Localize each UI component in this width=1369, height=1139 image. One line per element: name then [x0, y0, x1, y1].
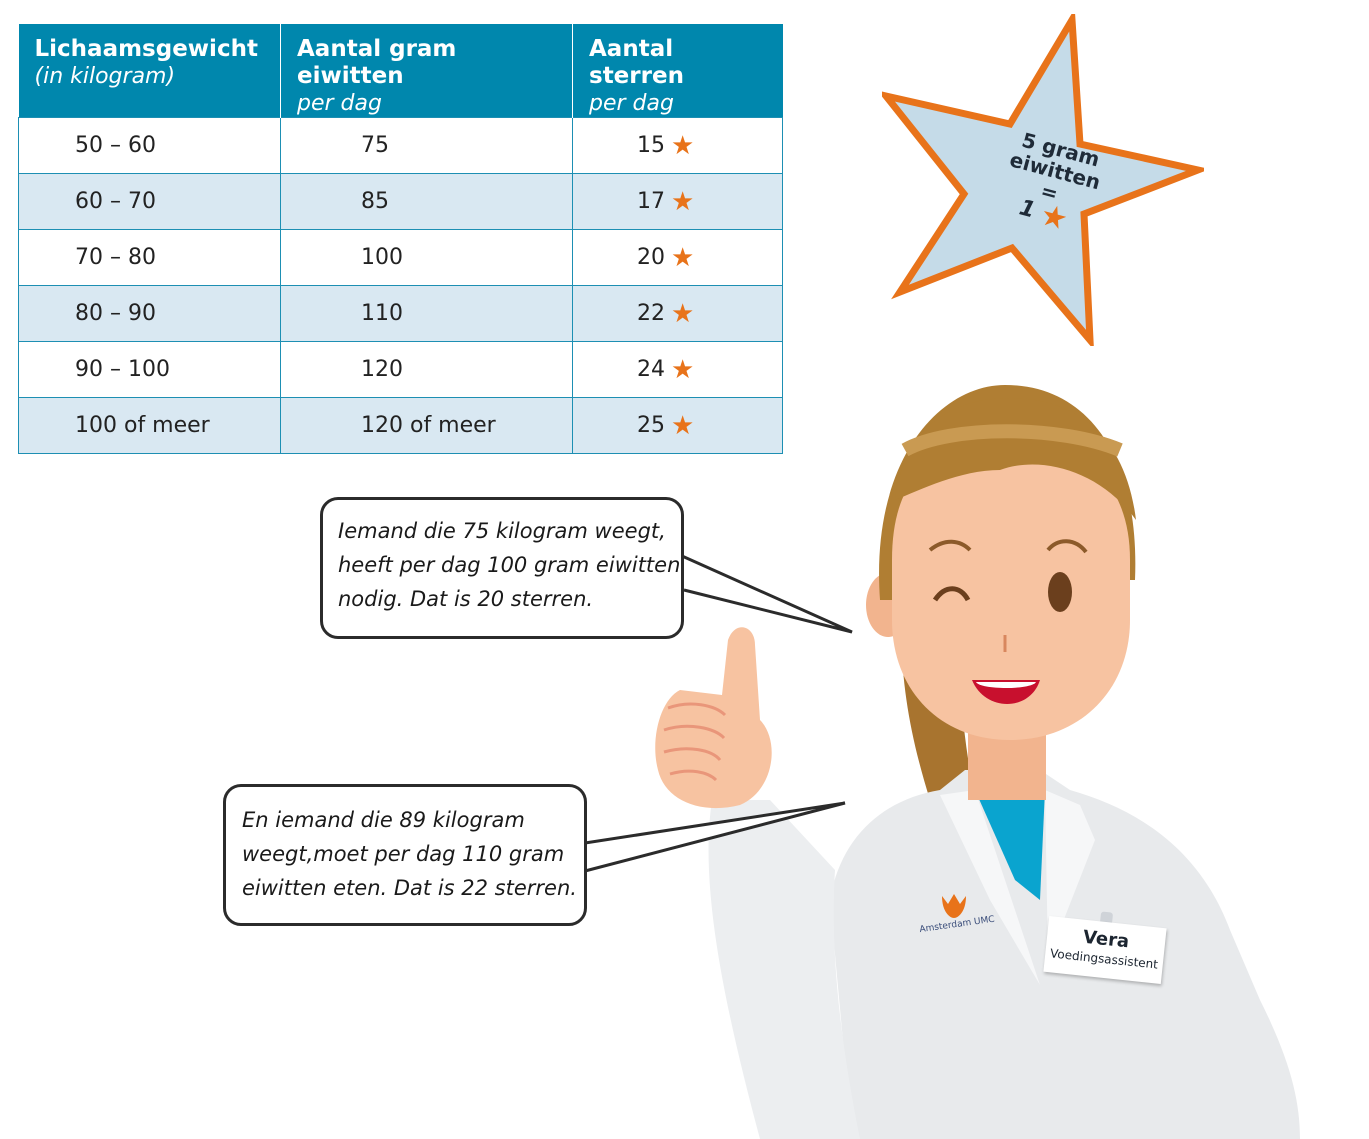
table-row: 60 – 70 85 17 ★ — [18, 173, 783, 230]
star-icon: ★ — [671, 298, 695, 329]
table-header-row: Lichaamsgewicht (in kilogram) Aantal gram… — [18, 24, 783, 118]
star-icon: ★ — [671, 130, 695, 161]
header-grams: Aantal gram eiwitten per dag — [280, 24, 573, 118]
stars-cell: 15 ★ — [572, 117, 783, 174]
table-row: 70 – 80 100 20 ★ — [18, 229, 783, 286]
table-row: 50 – 60 75 15 ★ — [18, 117, 783, 174]
big-star-icon — [882, 14, 1204, 346]
table-row: 80 – 90 110 22 ★ — [18, 285, 783, 342]
table-row: 90 – 100 120 24 ★ — [18, 341, 783, 398]
star-icon: ★ — [671, 242, 695, 273]
header-stars: Aantal sterren per dag — [572, 24, 783, 118]
weight-cell: 50 – 60 — [18, 117, 281, 174]
grams-cell: 100 — [280, 229, 573, 286]
weight-cell: 100 of meer — [18, 397, 281, 454]
table-row: 100 of meer 120 of meer 25 ★ — [18, 397, 783, 454]
stars-cell: 20 ★ — [572, 229, 783, 286]
weight-cell: 60 – 70 — [18, 173, 281, 230]
stars-cell: 25 ★ — [572, 397, 783, 454]
star-icon: ★ — [671, 410, 695, 441]
header-weight: Lichaamsgewicht (in kilogram) — [18, 24, 281, 118]
star-icon: ★ — [671, 354, 695, 385]
speech-bubble-1: Iemand die 75 kilogram weegt, heeft per … — [320, 497, 684, 639]
star-badge: 5 gram eiwitten = 1 ★ — [882, 14, 1204, 346]
grams-cell: 120 — [280, 341, 573, 398]
star-icon: ★ — [671, 186, 695, 217]
weight-cell: 70 – 80 — [18, 229, 281, 286]
grams-cell: 120 of meer — [280, 397, 573, 454]
protein-table: Lichaamsgewicht (in kilogram) Aantal gram… — [18, 24, 783, 454]
grams-cell: 85 — [280, 173, 573, 230]
stars-cell: 22 ★ — [572, 285, 783, 342]
stars-cell: 24 ★ — [572, 341, 783, 398]
stars-cell: 17 ★ — [572, 173, 783, 230]
speech-bubble-2: En iemand die 89 kilogram weegt,moet per… — [223, 784, 587, 926]
